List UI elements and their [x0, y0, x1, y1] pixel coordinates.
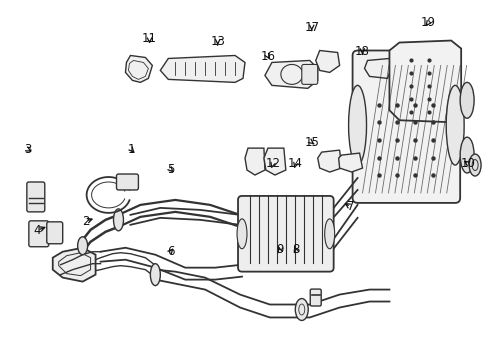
Ellipse shape — [348, 85, 366, 165]
Polygon shape — [244, 148, 264, 175]
Text: 15: 15 — [304, 136, 319, 149]
Ellipse shape — [459, 82, 473, 118]
Text: 3: 3 — [24, 143, 31, 156]
Text: 12: 12 — [264, 157, 280, 170]
FancyBboxPatch shape — [29, 221, 49, 247]
Text: 4: 4 — [34, 224, 41, 237]
FancyBboxPatch shape — [47, 222, 62, 244]
Polygon shape — [317, 150, 341, 172]
Ellipse shape — [150, 264, 160, 285]
FancyBboxPatch shape — [238, 196, 333, 272]
FancyBboxPatch shape — [116, 174, 138, 190]
FancyBboxPatch shape — [301, 64, 317, 84]
Polygon shape — [125, 55, 152, 82]
Ellipse shape — [237, 219, 246, 249]
Text: 8: 8 — [291, 243, 299, 256]
FancyBboxPatch shape — [309, 289, 321, 306]
Polygon shape — [53, 248, 95, 282]
FancyBboxPatch shape — [27, 182, 45, 212]
Text: 6: 6 — [166, 245, 174, 258]
Text: 5: 5 — [166, 163, 174, 176]
Ellipse shape — [324, 219, 334, 249]
FancyBboxPatch shape — [352, 50, 459, 203]
Polygon shape — [364, 58, 390, 78]
Text: 16: 16 — [260, 50, 275, 63]
Text: 2: 2 — [82, 215, 90, 228]
Ellipse shape — [446, 85, 463, 165]
Polygon shape — [388, 41, 460, 122]
Ellipse shape — [468, 154, 480, 176]
Text: 7: 7 — [346, 201, 354, 213]
Text: 19: 19 — [420, 16, 435, 29]
Text: 1: 1 — [127, 143, 135, 156]
Polygon shape — [264, 148, 285, 175]
Ellipse shape — [459, 137, 473, 173]
Ellipse shape — [113, 209, 123, 231]
Text: 14: 14 — [287, 157, 303, 170]
Polygon shape — [264, 60, 317, 88]
Ellipse shape — [295, 298, 307, 320]
Text: 11: 11 — [142, 32, 157, 45]
Text: 10: 10 — [460, 157, 475, 170]
Text: 17: 17 — [304, 21, 319, 34]
Ellipse shape — [78, 237, 87, 255]
Text: 18: 18 — [354, 45, 369, 58]
Text: 9: 9 — [275, 243, 283, 256]
Polygon shape — [338, 153, 362, 172]
Polygon shape — [315, 50, 339, 72]
Polygon shape — [160, 55, 244, 82]
Text: 13: 13 — [210, 35, 224, 49]
